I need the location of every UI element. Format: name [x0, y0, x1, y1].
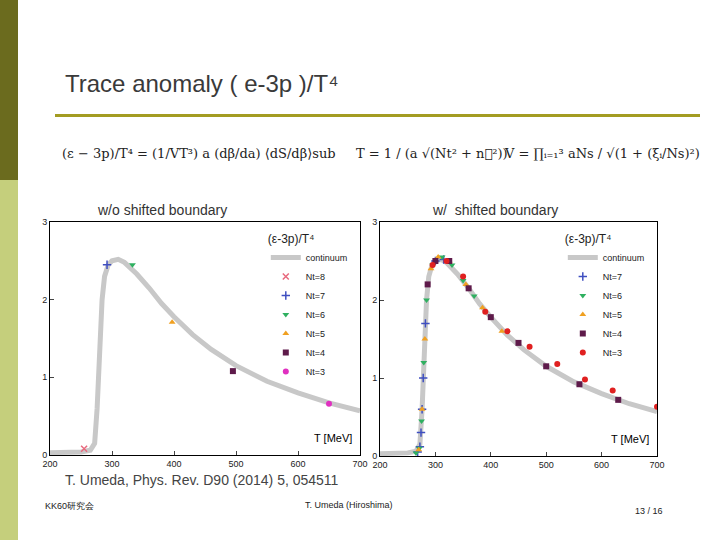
html-text:T. Umeda, Phys. Rev. D90 (2014: T. Umeda, Phys. Rev. D90 (2014) 5, 05451… [65, 472, 339, 488]
svg-text:Nt=3: Nt=3 [603, 348, 622, 358]
svg-text:3: 3 [42, 217, 47, 227]
svg-text:w/ shifted boundary: w/ shifted boundary [432, 202, 558, 218]
html-text:KK60研究会: KK60研究会 [45, 501, 94, 511]
html-text:T = 1 / (a √(Nt² + n⃗²)): T = 1 / (a √(Nt² + n⃗²)) [356, 146, 508, 161]
html-text:(ε − 3p)/T⁴ = (1/VT³) a (dβ/da: (ε − 3p)/T⁴ = (1/VT³) a (dβ/da) ⟨dS/dβ⟩s… [62, 146, 336, 161]
svg-text:2: 2 [42, 295, 47, 305]
svg-text:T [MeV]: T [MeV] [611, 433, 649, 445]
svg-text:Nt=7: Nt=7 [306, 291, 325, 301]
svg-text:700: 700 [649, 460, 664, 470]
svg-text:200: 200 [42, 459, 57, 469]
svg-text:400: 400 [483, 460, 498, 470]
svg-text:Nt=5: Nt=5 [603, 310, 622, 320]
svg-text:300: 300 [428, 460, 443, 470]
html-text:13 / 16: 13 / 16 [635, 506, 663, 516]
svg-text:Nt=7: Nt=7 [603, 272, 622, 282]
svg-text:600: 600 [594, 460, 609, 470]
svg-text:2: 2 [372, 295, 377, 305]
svg-text:3: 3 [372, 217, 377, 227]
svg-text:700: 700 [352, 459, 367, 469]
svg-text:Nt=6: Nt=6 [603, 291, 622, 301]
svg-text:300: 300 [104, 459, 119, 469]
svg-text:1: 1 [372, 373, 377, 383]
svg-text:0: 0 [42, 450, 47, 460]
svg-text:Nt=6: Nt=6 [306, 310, 325, 320]
html-text:V = ∏ᵢ₌₁³ aNs / √(1 + (ξᵢ/Ns)²: V = ∏ᵢ₌₁³ aNs / √(1 + (ξᵢ/Ns)²) [505, 146, 700, 161]
svg-text:500: 500 [539, 460, 554, 470]
svg-text:continuum: continuum [603, 253, 645, 263]
svg-text:continuum: continuum [306, 253, 348, 263]
svg-text:Nt=5: Nt=5 [306, 329, 325, 339]
svg-text:Nt=4: Nt=4 [603, 329, 622, 339]
svg-text:Nt=3: Nt=3 [306, 367, 325, 377]
svg-text:T [MeV]: T [MeV] [314, 432, 352, 444]
svg-text:w/o shifted boundary: w/o shifted boundary [97, 202, 227, 218]
svg-text:500: 500 [228, 459, 243, 469]
html-text:Trace anomaly ( e-3p )/T⁴: Trace anomaly ( e-3p )/T⁴ [65, 70, 339, 97]
svg-text:0: 0 [372, 451, 377, 461]
svg-text:Nt=4: Nt=4 [306, 348, 325, 358]
svg-text:Nt=8: Nt=8 [306, 272, 325, 282]
svg-text:1: 1 [42, 372, 47, 382]
svg-text:200: 200 [372, 460, 387, 470]
html-text:T. Umeda (Hiroshima): T. Umeda (Hiroshima) [305, 500, 393, 510]
svg-text:600: 600 [290, 459, 305, 469]
svg-text:(ε-3p)/T⁴: (ε-3p)/T⁴ [268, 232, 315, 246]
svg-text:(ε-3p)/T⁴: (ε-3p)/T⁴ [565, 232, 612, 246]
svg-text:400: 400 [166, 459, 181, 469]
